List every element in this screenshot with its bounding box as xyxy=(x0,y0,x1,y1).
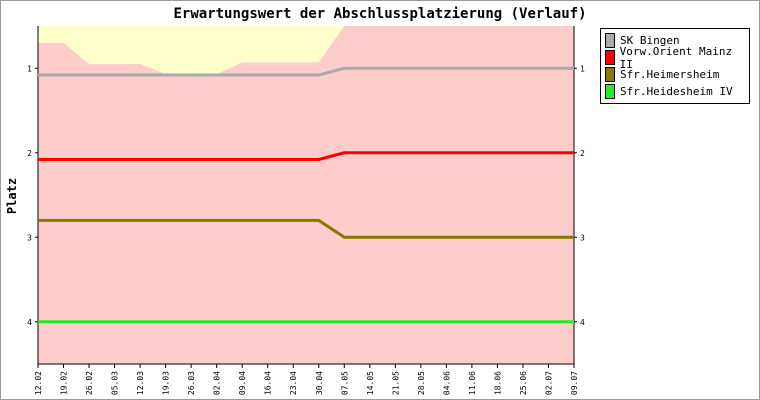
legend-item: SK Bingen xyxy=(605,32,745,49)
y-tick-label: 4 xyxy=(27,318,32,327)
x-tick-label: 18.06 xyxy=(493,371,502,395)
x-tick-label: 11.06 xyxy=(468,371,477,395)
y-tick-label: 2 xyxy=(580,149,585,158)
legend-swatch xyxy=(605,50,615,65)
x-tick-label: 02.04 xyxy=(213,371,222,395)
chart-title: Erwartungswert der Abschlussplatzierung … xyxy=(173,6,586,22)
legend-label: SK Bingen xyxy=(620,34,680,47)
series-line xyxy=(38,218,574,239)
x-tick-label: 26.03 xyxy=(187,371,196,395)
y-tick-label: 2 xyxy=(27,149,32,158)
x-tick-label: 26.02 xyxy=(85,371,94,395)
x-tick-label: 25.06 xyxy=(519,371,528,395)
x-tick-label: 19.02 xyxy=(60,371,69,395)
x-tick-label: 28.05 xyxy=(417,371,426,395)
y-tick-label: 1 xyxy=(580,64,585,73)
legend-label: Vorw.Orient Mainz II xyxy=(619,44,733,71)
band-lower xyxy=(38,26,574,364)
x-tick-label: 19.03 xyxy=(162,371,171,395)
plot-area: 1 1 2 2 3 3 4 4 12.02 19.02 26.02 05.03 12.03 19.03 26… xyxy=(27,26,585,395)
legend-label: Sfr.Heidesheim IV xyxy=(620,85,733,98)
y-tick-label: 3 xyxy=(580,233,585,242)
legend-swatch xyxy=(605,67,615,82)
legend-item: Sfr.Heimersheim xyxy=(605,66,745,83)
legend-swatch xyxy=(605,33,615,48)
y-axis-label: Platz xyxy=(5,178,19,214)
x-tick-label: 09.04 xyxy=(238,371,247,395)
legend: SK Bingen Vorw.Orient Mainz II Sfr.Heime… xyxy=(600,28,750,104)
x-tick-label: 04.06 xyxy=(442,371,451,395)
series-line xyxy=(38,66,574,77)
x-tick-label: 09.07 xyxy=(570,371,579,395)
x-tick-label: 05.03 xyxy=(111,371,120,395)
legend-swatch xyxy=(605,84,615,99)
legend-item: Sfr.Heidesheim IV xyxy=(605,83,745,100)
y-tick-label: 3 xyxy=(27,233,32,242)
x-tick-label: 12.03 xyxy=(136,371,145,395)
band-upper xyxy=(38,26,574,75)
x-tick-label: 02.07 xyxy=(544,371,553,395)
legend-item: Vorw.Orient Mainz II xyxy=(605,45,745,71)
x-tick-label: 23.04 xyxy=(289,371,298,395)
y-tick-label: 4 xyxy=(580,318,585,327)
x-tick-label: 14.05 xyxy=(366,371,375,395)
x-tick-label: 07.05 xyxy=(340,371,349,395)
legend-label: Sfr.Heimersheim xyxy=(620,68,720,81)
x-tick-label: 12.02 xyxy=(34,371,43,395)
x-tick-label: 30.04 xyxy=(315,371,324,395)
series-line xyxy=(38,151,574,162)
x-tick-label: 21.05 xyxy=(391,371,400,395)
x-tick-label: 16.04 xyxy=(264,371,273,395)
y-tick-label: 1 xyxy=(27,64,32,73)
